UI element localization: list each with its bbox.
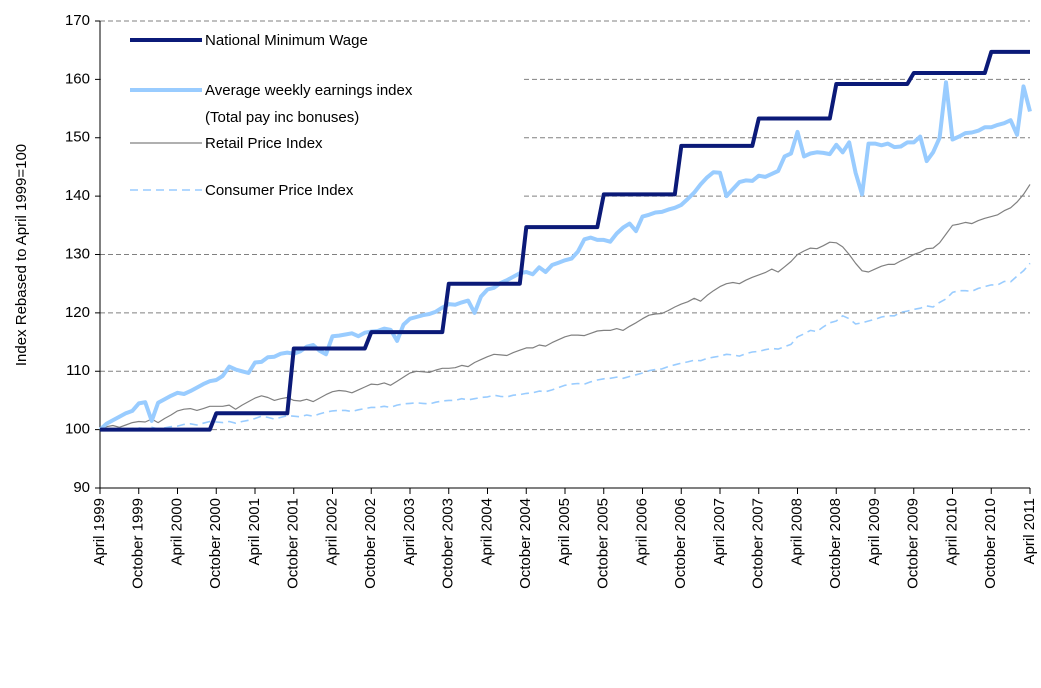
legend-label: National Minimum Wage: [205, 32, 368, 49]
x-tick-label: October 2010: [982, 498, 999, 589]
y-tick-label: 160: [65, 70, 90, 87]
x-tick-label: April 2011: [1021, 498, 1038, 564]
series-line: [100, 49, 1030, 432]
x-tick-label: October 2002: [362, 498, 379, 589]
x-tick-label: October 1999: [130, 498, 147, 589]
x-tick-label: April 2009: [866, 498, 883, 566]
y-tick-label: 150: [65, 129, 90, 146]
x-tick-label: April 2008: [788, 498, 805, 566]
y-tick-label: 130: [65, 245, 90, 262]
x-tick-label: April 2002: [323, 498, 340, 566]
x-tick-label: October 2006: [672, 498, 689, 589]
series-line: [99, 262, 1031, 431]
y-axis-label: Index Rebased to April 1999=100: [13, 144, 30, 366]
x-tick-label: April 2004: [478, 498, 495, 566]
x-tick-label: April 2000: [168, 498, 185, 566]
series-line: [98, 80, 1032, 432]
x-tick-label: April 2005: [556, 498, 573, 566]
y-tick-label: 100: [65, 421, 90, 438]
x-tick-label: April 2010: [943, 498, 960, 566]
legend-label: Consumer Price Index: [205, 182, 354, 199]
x-tick-label: October 2004: [517, 498, 534, 589]
y-tick-label: 90: [73, 479, 90, 496]
x-tick-label: April 2006: [633, 498, 650, 566]
y-tick-label: 120: [65, 304, 90, 321]
x-tick-label: October 2000: [207, 498, 224, 589]
y-tick-label: 140: [65, 187, 90, 204]
x-tick-label: October 2005: [595, 498, 612, 589]
legend-label: Retail Price Index: [205, 135, 323, 152]
x-tick-label: October 2007: [750, 498, 767, 589]
x-tick-label: October 2003: [440, 498, 457, 589]
series-line: [99, 184, 1031, 431]
y-tick-label: 170: [65, 12, 90, 29]
x-tick-label: April 2003: [401, 498, 418, 566]
y-tick-label: 110: [66, 362, 90, 379]
legend-box: [101, 22, 521, 207]
legend-label: Average weekly earnings index (Total pay…: [205, 82, 413, 126]
x-tick-label: October 2008: [827, 498, 844, 589]
x-tick-label: April 2001: [246, 498, 263, 566]
x-tick-label: October 2001: [285, 498, 302, 589]
x-tick-label: April 2007: [711, 498, 728, 566]
x-tick-label: October 2009: [905, 498, 922, 589]
x-tick-label: April 1999: [91, 498, 108, 566]
